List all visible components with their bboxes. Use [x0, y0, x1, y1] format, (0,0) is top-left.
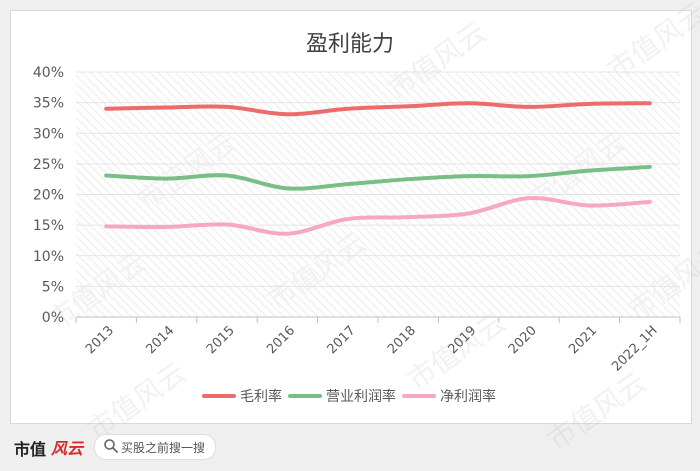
x-tick-label: 2013 [83, 323, 117, 357]
x-tick-label: 2020 [506, 323, 540, 357]
x-tick-label: 2021 [566, 323, 600, 357]
footer: 市值 风云 买股之前搜一搜 [0, 426, 700, 471]
y-tick-label: 10% [33, 249, 64, 265]
legend-label: 净利润率 [440, 388, 496, 405]
gridlines [76, 71, 680, 287]
y-tick-label: 30% [33, 126, 64, 142]
x-tick-label: 2018 [385, 323, 419, 357]
search-pill[interactable]: 买股之前搜一搜 [94, 434, 216, 460]
brand-logo-script: 风云 [51, 439, 84, 458]
x-tick-label: 2014 [143, 323, 177, 357]
x-tick-label: 2015 [204, 323, 238, 357]
y-axis-tick-labels: 0% 5% 10% 15% 20% 25% 30% 35% 40% [33, 65, 64, 326]
x-tick-label: 2017 [325, 323, 359, 357]
legend: 毛利率 营业利润率 净利润率 [202, 388, 496, 405]
series-line-3 [104, 196, 652, 236]
series-lines [104, 101, 652, 236]
y-tick-label: 25% [33, 157, 64, 173]
brand-logo: 市值 [14, 440, 47, 459]
series-line-1 [104, 101, 652, 117]
y-tick-label: 35% [33, 96, 64, 112]
legend-label: 毛利率 [240, 388, 282, 405]
search-text: 买股之前搜一搜 [121, 441, 206, 455]
x-axis: 2013 2014 2015 2016 2017 2018 2019 2020 2021 2022… [75, 316, 681, 375]
y-tick-label: 5% [42, 279, 64, 295]
legend-label: 营业利润率 [326, 388, 396, 405]
y-tick-label: 40% [33, 65, 64, 81]
search-icon [104, 439, 118, 453]
profitability-line-chart: 盈利能力 0%5%10%15%20%25%30%35%40% 2013 2014 2… [33, 32, 681, 405]
y-tick-label: 20% [33, 188, 64, 204]
x-tick-label: 2019 [445, 323, 479, 357]
x-tick-label: 2016 [264, 323, 298, 357]
x-tick-label: 2022_1H [609, 323, 660, 374]
chart-title: 盈利能力 [306, 32, 394, 57]
y-tick-label: 0% [42, 310, 64, 326]
y-tick-label: 15% [33, 218, 64, 234]
series-line-2 [104, 164, 652, 191]
